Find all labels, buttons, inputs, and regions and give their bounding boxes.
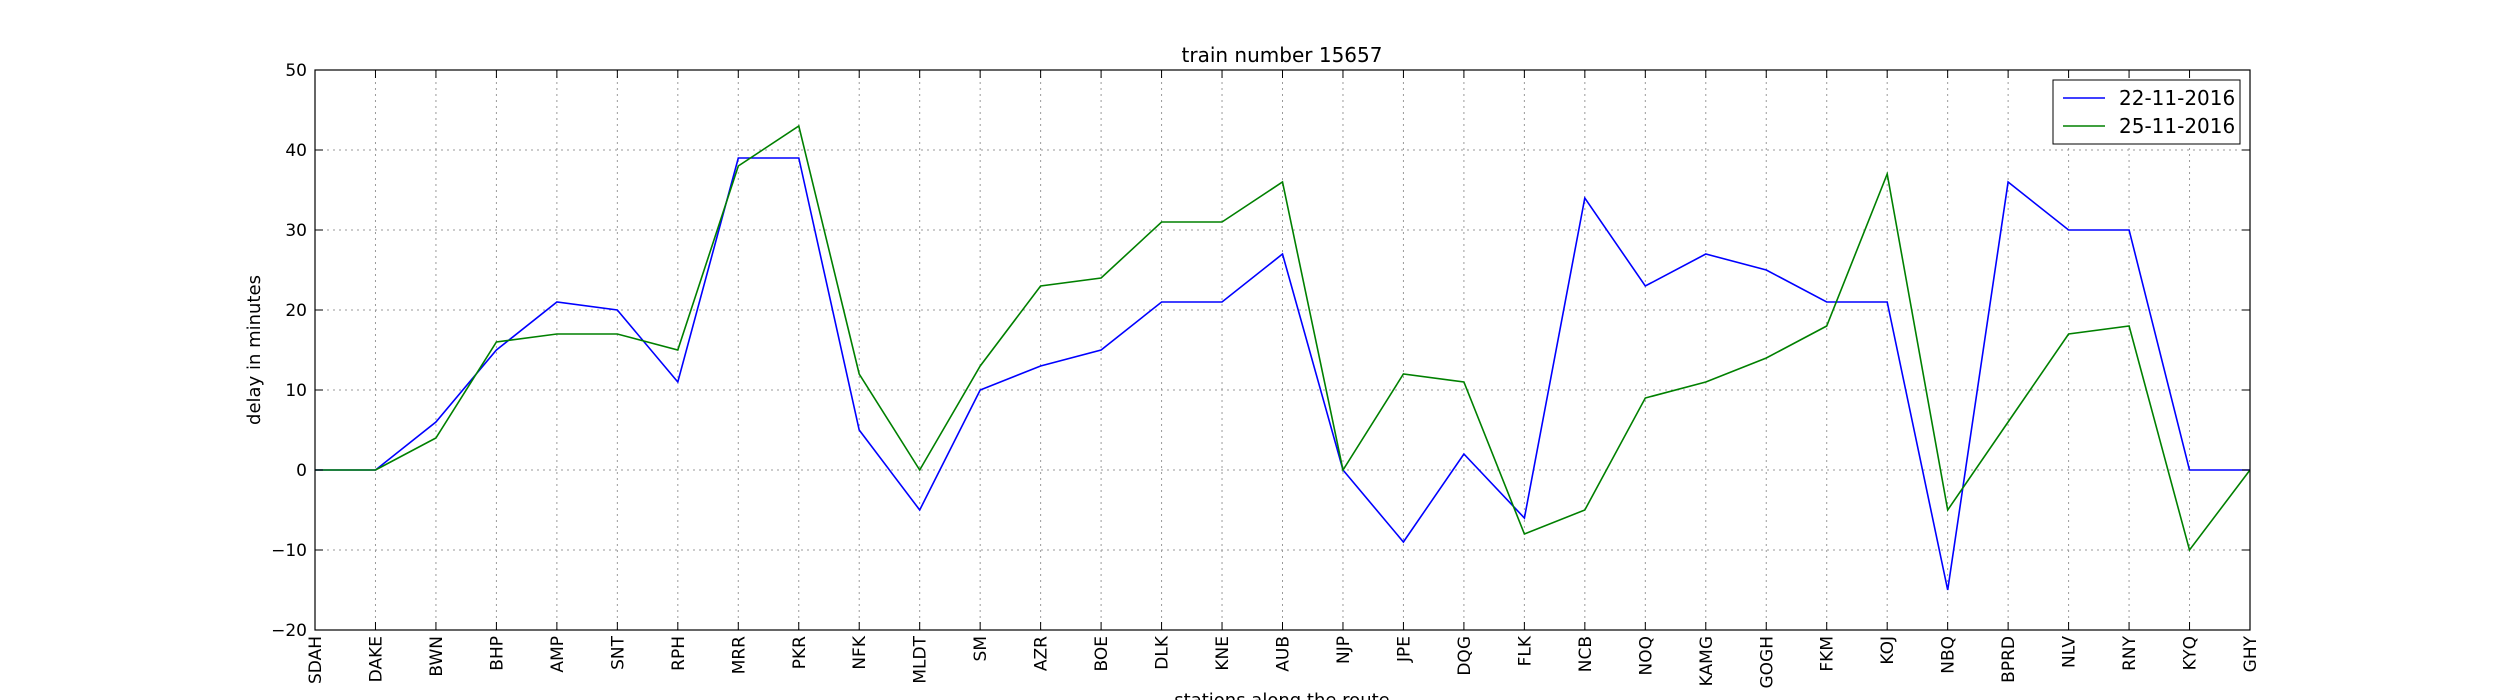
legend-box	[2052, 79, 2241, 145]
x-tick-label: NLV	[2060, 636, 2080, 668]
x-tick-label: BHP	[487, 636, 507, 671]
x-tick-label: KYQ	[2181, 636, 2201, 670]
legend-label-1: 22-11-2016	[2119, 86, 2235, 110]
x-tick-label: PKR	[790, 636, 810, 669]
y-axis-label: delay in minutes	[244, 275, 265, 425]
legend: 22-11-2016 25-11-2016	[2052, 79, 2241, 145]
chart-title: train number 15657	[1182, 43, 1383, 67]
x-tick-label: BPRD	[1999, 636, 2019, 683]
x-tick-label: AUB	[1274, 636, 1294, 672]
x-tick-label: SM	[971, 636, 991, 661]
x-tick-label: KOJ	[1878, 636, 1898, 665]
x-tick-label: DQG	[1455, 636, 1475, 676]
x-tick-label: GOGH	[1757, 636, 1777, 689]
x-tick-label: DLK	[1153, 635, 1173, 670]
x-tick-label: RNY	[2120, 635, 2140, 671]
y-tick-label: 20	[285, 301, 307, 321]
x-tick-label: KNE	[1213, 636, 1233, 671]
x-tick-label: FLK	[1515, 635, 1535, 666]
x-tick-label: SDAH	[306, 636, 326, 684]
x-tick-label: NCB	[1576, 636, 1596, 672]
x-tick-label: MRR	[729, 636, 749, 674]
x-tick-label: NOQ	[1636, 636, 1656, 675]
y-tick-label: 40	[285, 141, 307, 161]
series-line-2	[315, 124, 2251, 552]
x-axis-ticks: SDAH DAKE BWN BHP AMP SNT RPH MRR PKR NFK MLDT SM AZ…	[306, 70, 2261, 689]
series-line-1	[315, 157, 2250, 591]
x-tick-label: NFK	[850, 635, 870, 669]
x-tick-label: SNT	[608, 635, 628, 670]
x-tick-label: RPH	[669, 636, 689, 671]
grid	[314, 69, 2251, 631]
x-axis-label: stations along the route	[1174, 690, 1389, 700]
y-tick-label: −20	[271, 621, 307, 641]
x-tick-label: NJP	[1334, 636, 1354, 664]
series-lines	[315, 124, 2251, 591]
legend-label-2: 25-11-2016	[2119, 114, 2235, 138]
x-tick-label: KAMG	[1697, 636, 1717, 686]
x-tick-label: NBQ	[1939, 636, 1959, 674]
x-tick-label: AMP	[548, 636, 568, 673]
y-tick-label: −10	[271, 541, 307, 561]
y-axis-ticks: −20 −10 0 10 20 30 40 50	[271, 61, 2250, 641]
y-tick-label: 10	[285, 381, 307, 401]
x-tick-label: MLDT	[911, 635, 931, 683]
y-tick-label: 30	[285, 221, 307, 241]
x-tick-label: DAKE	[366, 636, 386, 682]
x-tick-label: GHY	[2241, 635, 2261, 672]
y-tick-label: 0	[296, 461, 307, 481]
x-tick-label: BWN	[427, 636, 447, 677]
x-tick-label: JPE	[1394, 636, 1414, 663]
x-tick-label: FKM	[1818, 636, 1838, 672]
y-tick-label: 50	[285, 61, 307, 81]
x-tick-label: AZR	[1032, 636, 1052, 671]
x-tick-label: BOE	[1092, 636, 1112, 672]
